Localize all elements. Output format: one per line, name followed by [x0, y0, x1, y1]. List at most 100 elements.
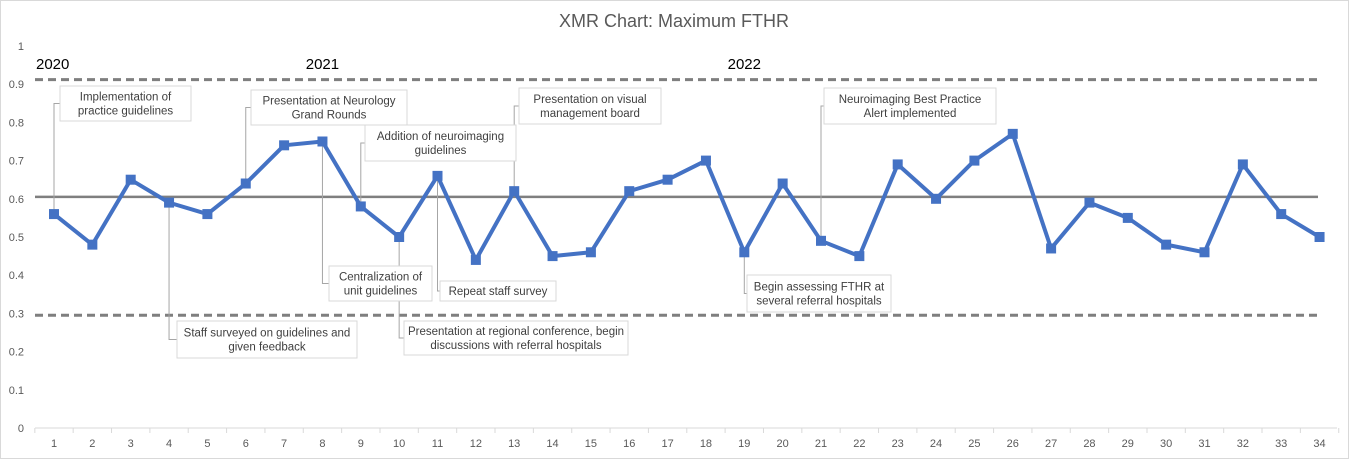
x-tick-label: 5: [204, 438, 210, 450]
annotation-text: discussions with referral hospitals: [430, 340, 602, 352]
x-tick-label: 31: [1198, 438, 1210, 450]
data-point: [1046, 243, 1057, 254]
x-tick-label: 8: [319, 438, 325, 450]
y-tick-label: 0.9: [9, 79, 24, 91]
data-point: [1122, 212, 1133, 223]
x-tick-label: 4: [166, 438, 172, 450]
x-tick-label: 9: [358, 438, 364, 450]
y-tick-label: 0.2: [9, 347, 24, 359]
annotation-text: Grand Rounds: [292, 110, 367, 122]
data-point: [1276, 209, 1287, 220]
data-point: [49, 209, 59, 220]
x-tick-label: 14: [546, 438, 558, 450]
data-point: [547, 251, 558, 262]
x-tick-label: 7: [281, 438, 287, 450]
y-tick-label: 0.1: [9, 385, 24, 397]
annotation-text: unit guidelines: [344, 286, 418, 298]
x-tick-label: 3: [128, 438, 134, 450]
x-tick-label: 23: [892, 438, 904, 450]
y-tick-label: 0.5: [9, 232, 24, 244]
annotation-box: [746, 274, 892, 313]
data-point: [202, 209, 213, 220]
x-tick-label: 29: [1122, 438, 1134, 450]
annotation-box: [823, 87, 997, 125]
x-tick-label: 28: [1083, 438, 1095, 450]
x-tick-label: 22: [853, 438, 865, 450]
y-tick-label: 0.6: [9, 194, 24, 206]
year-label: 2021: [306, 56, 339, 73]
x-tick-label: 25: [968, 438, 980, 450]
annotation-box: [59, 85, 192, 122]
data-point: [125, 174, 136, 185]
x-tick-label: 21: [815, 438, 827, 450]
annotation-leader-line: [437, 175, 440, 292]
annotation-leader-line: [168, 202, 177, 340]
data-point: [1314, 232, 1325, 242]
annotation-text: Addition of neuroimaging: [377, 131, 504, 143]
annotation-text: Centralization of: [339, 272, 423, 284]
annotation-box: [518, 87, 662, 125]
data-point: [164, 197, 175, 208]
data-point: [394, 232, 405, 242]
series-line: [52, 131, 1321, 262]
data-point: [1007, 128, 1018, 139]
y-tick-label: 0: [18, 423, 24, 435]
annotation-text: Repeat staff survey: [449, 286, 548, 298]
data-point: [931, 193, 942, 204]
data-point: [470, 254, 481, 265]
data-point: [1199, 247, 1210, 258]
annotation-box: [364, 124, 517, 162]
x-tick-label: 30: [1160, 438, 1172, 450]
annotation-box: [403, 320, 629, 356]
data-point: [892, 159, 903, 170]
y-tick-label: 0.8: [9, 117, 24, 129]
annotation-leader-line: [360, 142, 365, 207]
data-point: [585, 247, 596, 258]
x-tick-label: 26: [1007, 438, 1019, 450]
data-point: [1084, 197, 1095, 208]
y-tick-label: 0.3: [9, 308, 24, 320]
x-tick-label: 15: [585, 438, 597, 450]
x-tick-label: 34: [1313, 438, 1325, 450]
x-tick-label: 24: [930, 438, 942, 450]
annotation-text: Begin assessing FTHR at: [754, 282, 885, 294]
data-point: [1161, 239, 1172, 250]
x-tick-label: 33: [1275, 438, 1287, 450]
annotation-text: Neuroimaging Best Practice: [839, 94, 982, 106]
data-point: [662, 174, 673, 185]
annotation-text: Implementation of: [80, 92, 172, 104]
data-point: [700, 155, 711, 166]
data-point: [355, 201, 366, 212]
annotation-box: [250, 89, 408, 126]
annotation-box: [176, 320, 358, 359]
annotation-text: management board: [540, 108, 640, 120]
data-point: [240, 178, 251, 189]
annotation-text: Staff surveyed on guidelines and: [184, 328, 351, 340]
y-tick-label: 0.4: [9, 270, 24, 282]
y-tick-label: 0.7: [9, 156, 24, 168]
data-point: [854, 251, 865, 262]
data-point: [1237, 159, 1248, 170]
data-point: [87, 239, 98, 250]
annotation-text: practice guidelines: [78, 106, 174, 118]
annotation-text: given feedback: [228, 342, 306, 354]
annotation-box: [439, 280, 557, 302]
x-tick-label: 18: [700, 438, 712, 450]
annotation-leader-line: [513, 105, 519, 192]
x-tick-label: 2: [89, 438, 95, 450]
x-tick-label: 17: [661, 438, 673, 450]
annotation-leader-line: [820, 105, 824, 241]
annotation-leader-line: [53, 103, 60, 215]
annotation-box: [328, 265, 433, 302]
x-tick-label: 32: [1237, 438, 1249, 450]
data-point: [279, 140, 290, 151]
annotation-text: several referral hospitals: [756, 296, 882, 308]
annotation-text: Presentation at Neurology: [263, 96, 396, 108]
x-tick-label: 13: [508, 438, 520, 450]
x-tick-label: 6: [243, 438, 249, 450]
data-point: [739, 247, 750, 258]
x-tick-label: 20: [777, 438, 789, 450]
x-tick-label: 27: [1045, 438, 1057, 450]
